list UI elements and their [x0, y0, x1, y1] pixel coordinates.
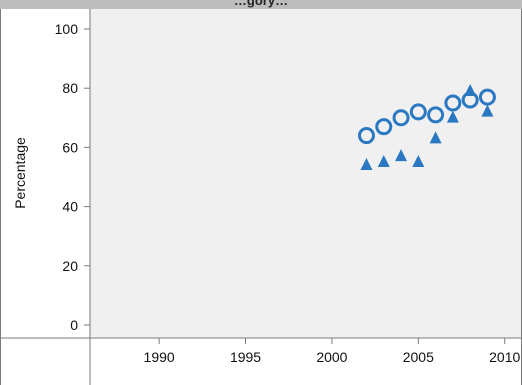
x-tick-label: 2000 — [316, 349, 347, 365]
y-tick-label: 20 — [62, 258, 78, 274]
y-tick-label: 80 — [62, 80, 78, 96]
triangle-point — [412, 155, 425, 167]
plot-area — [90, 9, 522, 338]
x-tick-label: 2005 — [403, 349, 434, 365]
chart-title: …gory… — [233, 0, 289, 8]
circle-point — [409, 103, 427, 121]
circle-point — [392, 109, 410, 127]
x-axis: 1990 1995 2000 2005 2010 — [144, 338, 521, 365]
triangle-point — [464, 83, 477, 96]
circle-point — [427, 106, 445, 124]
y-tick-label: 100 — [55, 21, 79, 37]
data-marks — [357, 83, 496, 170]
circle-point — [357, 127, 375, 145]
x-tick-label: 1995 — [230, 349, 261, 365]
triangle-point — [395, 149, 408, 162]
x-tick-label: 2010 — [489, 349, 520, 365]
triangle-point — [481, 104, 494, 117]
y-tick-label: 40 — [62, 199, 78, 215]
triangle-point — [429, 131, 442, 144]
circle-point — [478, 88, 496, 106]
triangle-point — [377, 155, 390, 167]
chart-title-strip: …gory… — [0, 0, 522, 9]
circle-point — [444, 94, 462, 112]
y-tick-label: 0 — [70, 317, 78, 333]
triangle-point — [446, 110, 459, 123]
triangle-point — [360, 157, 373, 170]
circle-point — [375, 118, 393, 136]
x-tick-label: 1990 — [144, 349, 175, 365]
y-axis-title: Percentage — [12, 137, 28, 209]
y-axis: 0 20 40 60 80 100 — [55, 21, 90, 333]
y-tick-label: 60 — [62, 139, 78, 155]
